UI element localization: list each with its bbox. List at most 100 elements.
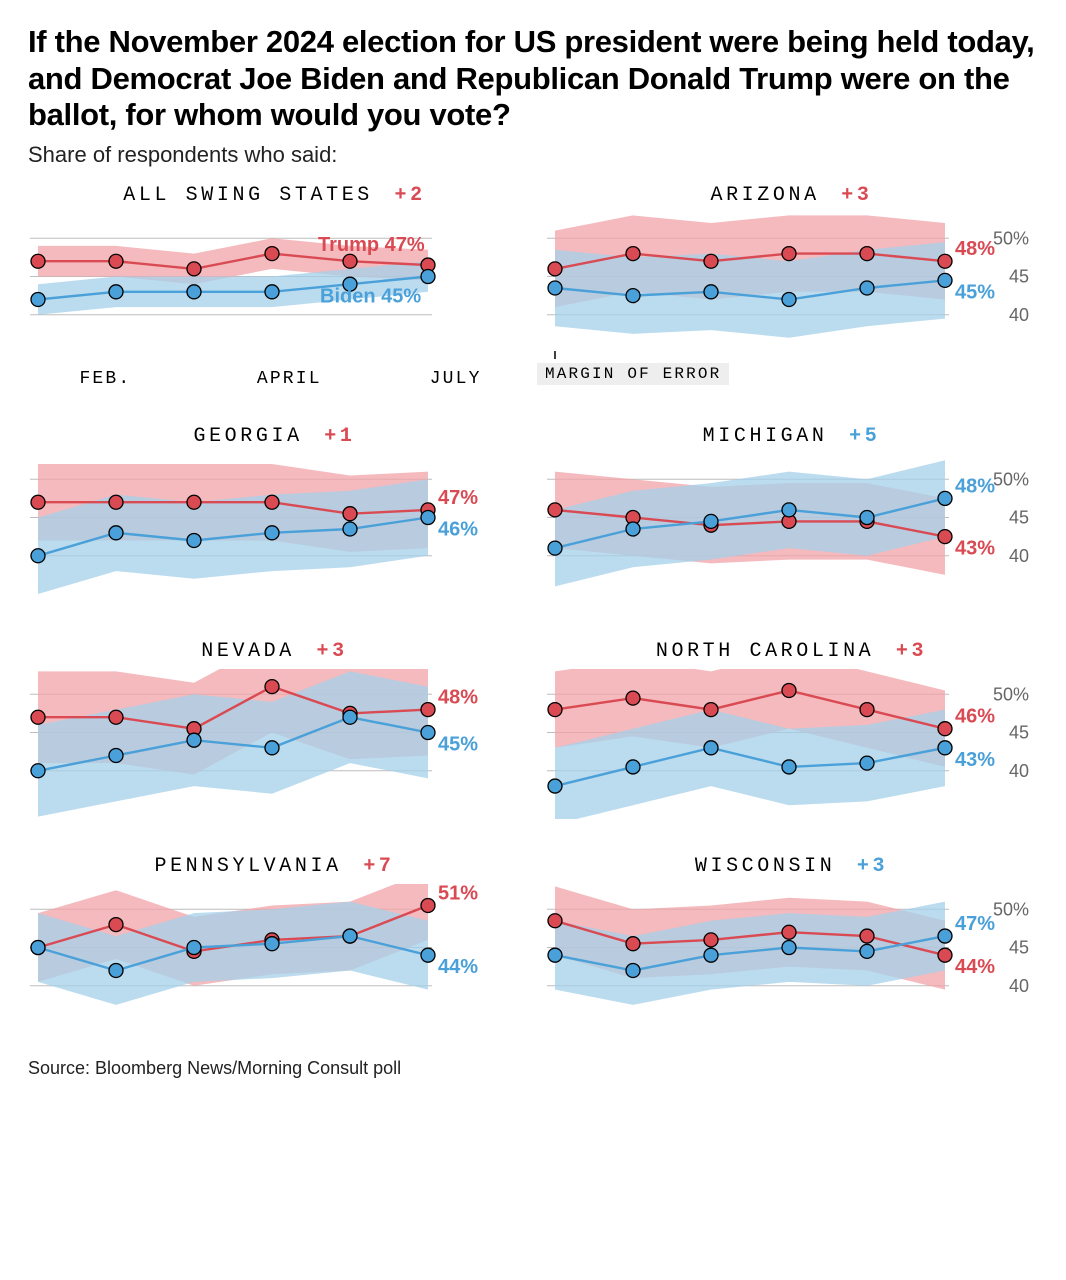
trump-marker — [421, 702, 435, 716]
panel-chart: 404550%48%45% — [545, 213, 1037, 363]
panel-all-swing-states: ALL SWING STATES +2 Trump 47% Biden 45% FEB… — [28, 184, 521, 389]
trump-marker — [860, 929, 874, 943]
trump-end-label: 51% — [438, 884, 478, 904]
biden-marker — [860, 756, 874, 770]
panel-title: ALL SWING STATES +2 — [28, 184, 521, 207]
biden-marker — [31, 548, 45, 562]
biden-marker — [704, 948, 718, 962]
margin-value: +3 — [841, 184, 872, 207]
biden-end-label: 45% — [955, 281, 995, 303]
biden-marker — [860, 281, 874, 295]
svg-text:50%: 50% — [993, 899, 1029, 919]
biden-marker — [109, 963, 123, 977]
biden-marker — [109, 526, 123, 540]
biden-marker — [265, 526, 279, 540]
svg-text:50%: 50% — [993, 469, 1029, 489]
page-title: If the November 2024 election for US pre… — [28, 24, 1038, 134]
trump-marker — [548, 503, 562, 517]
xaxis-labels: FEB.APRILJULY — [28, 369, 521, 389]
biden-marker — [343, 522, 357, 536]
panel-name: NEVADA — [201, 640, 295, 663]
biden-marker — [548, 541, 562, 555]
biden-marker — [421, 510, 435, 524]
svg-text:40: 40 — [1009, 975, 1029, 995]
biden-end-label: Biden 45% — [320, 285, 421, 307]
panel-name: PENNSYLVANIA — [154, 855, 341, 878]
biden-marker — [626, 963, 640, 977]
trump-marker — [265, 679, 279, 693]
trump-marker — [187, 495, 201, 509]
panel-arizona: ARIZONA +3404550%48%45%MARGIN OF ERROR — [545, 184, 1038, 389]
biden-marker — [343, 710, 357, 724]
panel-name: NORTH CAROLINA — [656, 640, 874, 663]
biden-marker — [782, 760, 796, 774]
biden-marker — [265, 285, 279, 299]
panel-pennsylvania: PENNSYLVANIA +751%44% — [28, 855, 521, 1034]
panel-title: NORTH CAROLINA +3 — [545, 640, 1038, 663]
margin-value: +2 — [395, 184, 426, 207]
biden-marker — [860, 944, 874, 958]
biden-marker — [548, 948, 562, 962]
biden-marker — [938, 491, 952, 505]
trump-marker — [860, 246, 874, 260]
trump-marker — [109, 254, 123, 268]
trump-marker — [626, 936, 640, 950]
svg-text:45: 45 — [1009, 507, 1029, 527]
biden-marker — [782, 940, 796, 954]
svg-text:50%: 50% — [993, 684, 1029, 704]
panel-chart: 47%46% — [28, 454, 520, 604]
trump-marker — [265, 246, 279, 260]
panel-name: ALL SWING STATES — [123, 184, 373, 207]
panel-title: NEVADA +3 — [28, 640, 521, 663]
panel-title: GEORGIA +1 — [28, 425, 521, 448]
trump-marker — [938, 529, 952, 543]
svg-text:50%: 50% — [993, 228, 1029, 248]
biden-marker — [548, 281, 562, 295]
trump-end-label: 46% — [955, 705, 995, 727]
moe-label: MARGIN OF ERROR — [537, 363, 729, 385]
biden-end-label: 45% — [438, 733, 478, 755]
svg-text:40: 40 — [1009, 545, 1029, 565]
biden-end-label: 47% — [955, 913, 995, 935]
margin-value: +3 — [896, 640, 927, 663]
biden-marker — [421, 725, 435, 739]
panel-title: MICHIGAN +5 — [545, 425, 1038, 448]
biden-marker — [626, 760, 640, 774]
trump-marker — [31, 710, 45, 724]
biden-marker — [109, 748, 123, 762]
biden-marker — [704, 514, 718, 528]
biden-end-label: 44% — [438, 956, 478, 978]
trump-marker — [938, 721, 952, 735]
svg-text:40: 40 — [1009, 760, 1029, 780]
trump-marker — [343, 254, 357, 268]
biden-marker — [704, 741, 718, 755]
trump-marker — [704, 702, 718, 716]
biden-marker — [860, 510, 874, 524]
panel-chart: 40 45 50% 43% 48% — [545, 454, 1037, 604]
trump-marker — [704, 933, 718, 947]
trump-marker — [187, 262, 201, 276]
biden-marker — [31, 292, 45, 306]
biden-marker — [109, 285, 123, 299]
biden-marker — [626, 522, 640, 536]
trump-marker — [782, 925, 796, 939]
biden-end-label: 46% — [438, 518, 478, 540]
trump-end-label: 43% — [955, 537, 995, 559]
biden-marker — [704, 285, 718, 299]
trump-end-label: 47% — [438, 487, 478, 509]
trump-marker — [343, 506, 357, 520]
panel-chart: 51% 44% — [28, 884, 520, 1034]
biden-marker — [343, 929, 357, 943]
trump-marker — [31, 254, 45, 268]
biden-end-label: 48% — [955, 475, 995, 497]
trump-marker — [548, 262, 562, 276]
biden-marker — [31, 763, 45, 777]
panel-chart: 404550%46%43% — [545, 669, 1037, 819]
biden-marker — [187, 940, 201, 954]
trump-marker — [782, 683, 796, 697]
trump-end-label: Trump 47% — [318, 234, 425, 256]
chart-grid: ALL SWING STATES +2 Trump 47% Biden 45% FEB… — [28, 184, 1038, 1034]
biden-end-label: 43% — [955, 749, 995, 771]
biden-marker — [938, 273, 952, 287]
moe-label-row: MARGIN OF ERROR — [545, 363, 1038, 385]
